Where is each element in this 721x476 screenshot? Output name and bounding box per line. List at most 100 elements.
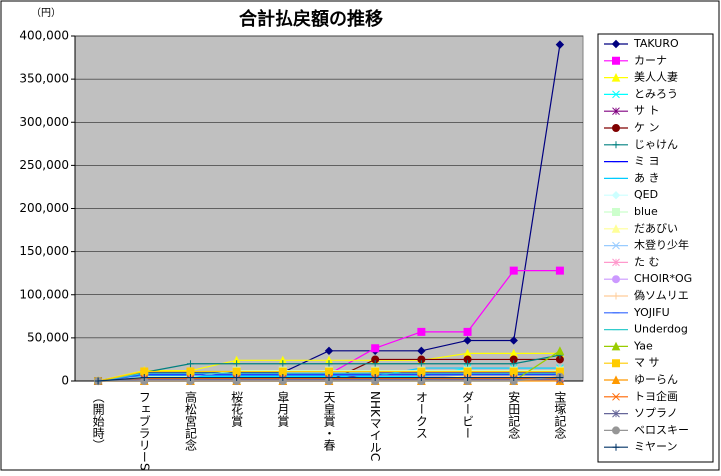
marker [140, 367, 149, 376]
chart-title: 合計払戻額の推移 [239, 8, 383, 30]
y-tick-label: 100,000 [19, 287, 69, 301]
legend-label: Underdog [634, 323, 688, 336]
legend-marker [612, 409, 620, 418]
legend-marker [612, 392, 620, 401]
series [94, 374, 564, 385]
legend-marker [612, 124, 620, 132]
marker [555, 40, 565, 49]
legend-marker [612, 107, 620, 116]
marker [417, 327, 426, 336]
legend-marker [611, 190, 621, 200]
legend-label: じゃけん [634, 138, 678, 151]
marker [556, 374, 564, 382]
legend-label: Yae [633, 339, 653, 352]
marker [140, 374, 148, 382]
legend-label: 木登り少年 [634, 238, 689, 252]
y-tick-label: 0 [61, 374, 69, 388]
marker [509, 266, 518, 275]
legend-marker [612, 208, 620, 216]
y-tick-label: 400,000 [19, 29, 69, 43]
marker [509, 367, 518, 376]
y-tick-label: 50,000 [27, 330, 69, 344]
unit-label: （円） [31, 7, 61, 19]
legend-label: ソプラノ [634, 407, 678, 420]
legend-marker [612, 258, 620, 267]
legend-label: TAKURO [633, 37, 679, 50]
x-tick-label: 高松宮記念 [183, 390, 197, 451]
marker [417, 374, 425, 382]
x-tick-label: 皐月賞 [276, 390, 290, 428]
marker [325, 374, 333, 382]
x-tick-label: 桜花賞 [230, 391, 244, 428]
marker [233, 374, 241, 382]
marker [186, 360, 194, 368]
marker [510, 374, 518, 382]
y-tick-label: 350,000 [19, 72, 69, 86]
marker [186, 367, 195, 376]
legend-marker [611, 224, 621, 233]
legend-label: とみろう [634, 87, 678, 100]
marker [463, 336, 472, 345]
legend-label: カーナ [634, 54, 667, 67]
legend-label: た む [634, 255, 660, 268]
legend-label: QED [634, 188, 658, 201]
legend-marker [612, 56, 620, 65]
x-tick-label: フェブラリーS [137, 391, 151, 471]
legend-marker [611, 72, 621, 82]
marker [417, 346, 426, 356]
legend-marker [611, 341, 621, 351]
legend-marker [612, 241, 620, 250]
legend-label: ケ ン [634, 121, 660, 134]
marker [186, 374, 194, 382]
legend-label: 偽ソムリエ [634, 288, 689, 302]
marker [417, 360, 425, 368]
legend-label: マ サ [634, 356, 660, 369]
marker [324, 346, 334, 356]
legend-label: YOJIFU [633, 306, 670, 319]
marker [233, 360, 241, 368]
x-tick-label: 宝塚記念 [553, 391, 567, 439]
legend-label: 美人人妻 [634, 71, 678, 84]
marker [325, 367, 333, 376]
legend-marker [612, 359, 620, 368]
y-tick-label: 300,000 [19, 115, 69, 129]
x-tick-label: （開始時） [91, 391, 105, 451]
marker [371, 374, 379, 382]
legend-label: ミヤーン [634, 440, 677, 453]
legend-label: blue [634, 205, 658, 218]
legend-marker [612, 292, 620, 300]
legend-marker [612, 275, 620, 284]
legend-marker [612, 443, 620, 451]
x-tick-label: オークス [414, 391, 428, 439]
legend-label: ベロスキー [634, 423, 689, 436]
x-tick-label: 安田記念 [507, 390, 521, 439]
marker [371, 360, 379, 368]
marker [464, 360, 472, 368]
marker [463, 367, 472, 376]
marker [94, 377, 102, 385]
marker [510, 360, 518, 368]
marker [371, 344, 380, 353]
x-tick-label: NHKマイルC [368, 391, 382, 461]
legend-marker [611, 375, 621, 384]
legend-marker [611, 39, 621, 49]
marker [232, 367, 241, 376]
y-tick-label: 150,000 [19, 244, 69, 258]
marker [279, 360, 287, 368]
x-tick-label: ダービー [461, 391, 475, 439]
legend-label: サ ト [634, 104, 660, 117]
marker [463, 327, 472, 336]
marker [555, 346, 565, 355]
legend-box [597, 33, 714, 463]
marker [371, 367, 380, 376]
legend-label: CHOIR*OG [634, 272, 692, 285]
legend-label: トヨ企画 [634, 389, 678, 403]
marker [509, 336, 518, 345]
marker [278, 367, 287, 376]
legend-label: あ き [634, 171, 660, 184]
marker [464, 374, 472, 382]
y-tick-label: 200,000 [19, 201, 69, 215]
legend-label: だあびい [634, 222, 678, 235]
legend-label: ゆーらん [634, 373, 678, 386]
